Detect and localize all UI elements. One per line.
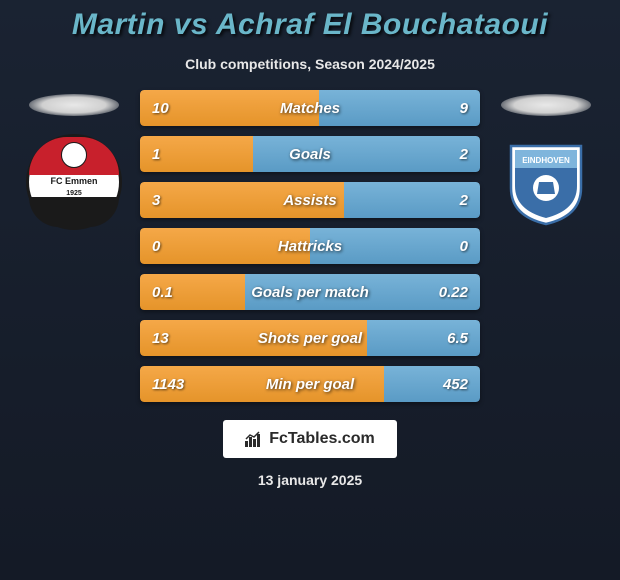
date-label: 13 january 2025 — [258, 472, 362, 488]
subtitle: Club competitions, Season 2024/2025 — [185, 56, 435, 72]
club-name-left: FC Emmen — [50, 176, 97, 186]
stat-row: 13 6.5 Shots per goal — [140, 320, 480, 356]
right-club-column: EINDHOVEN — [498, 90, 594, 230]
stat-value-right: 9 — [460, 100, 468, 117]
club-logo-left: FC Emmen 1925 — [26, 134, 122, 230]
stat-row: 1143 452 Min per goal — [140, 366, 480, 402]
club-year-left: 1925 — [66, 190, 82, 197]
shadow-ellipse-left — [29, 94, 119, 116]
stat-value-right: 2 — [460, 146, 468, 163]
stat-value-right: 452 — [443, 376, 468, 393]
stat-value-left: 0 — [152, 238, 160, 255]
shield-icon: EINDHOVEN — [505, 138, 587, 226]
stat-bar-right — [253, 136, 480, 172]
stat-label: Hattricks — [278, 238, 342, 255]
stat-value-left: 0.1 — [152, 284, 173, 301]
stat-value-right: 6.5 — [447, 330, 468, 347]
stat-label: Goals — [289, 146, 331, 163]
stat-value-left: 3 — [152, 192, 160, 209]
stat-label: Shots per goal — [258, 330, 362, 347]
stat-label: Matches — [280, 100, 340, 117]
stat-row: 0 0 Hattricks — [140, 228, 480, 264]
club-logo-right: EINDHOVEN — [498, 134, 594, 230]
stat-value-left: 1143 — [152, 376, 184, 393]
footer-brand-text: FcTables.com — [269, 430, 375, 448]
chart-icon — [245, 431, 263, 447]
stat-value-left: 1 — [152, 146, 160, 163]
stat-row: 0.1 0.22 Goals per match — [140, 274, 480, 310]
footer-brand-badge[interactable]: FcTables.com — [223, 420, 397, 458]
stat-value-right: 2 — [460, 192, 468, 209]
shadow-ellipse-right — [501, 94, 591, 116]
stat-label: Goals per match — [251, 284, 369, 301]
stat-value-left: 13 — [152, 330, 169, 347]
stat-label: Assists — [283, 192, 336, 209]
main-content: FC Emmen 1925 10 9 Matches 1 2 Goals 3 2 Assists… — [0, 90, 620, 402]
stat-value-left: 10 — [152, 100, 169, 117]
stat-row: 10 9 Matches — [140, 90, 480, 126]
svg-text:EINDHOVEN: EINDHOVEN — [522, 156, 570, 165]
page-title: Martin vs Achraf El Bouchataoui — [72, 8, 548, 42]
stats-column: 10 9 Matches 1 2 Goals 3 2 Assists 0 0 Hattricks 0.1… — [140, 90, 480, 402]
stat-value-right: 0.22 — [439, 284, 468, 301]
stat-row: 1 2 Goals — [140, 136, 480, 172]
stat-label: Min per goal — [266, 376, 354, 393]
stat-value-right: 0 — [460, 238, 468, 255]
stat-bar-right — [319, 90, 480, 126]
stat-row: 3 2 Assists — [140, 182, 480, 218]
comparison-infographic: Martin vs Achraf El Bouchataoui Club com… — [0, 0, 620, 580]
left-club-column: FC Emmen 1925 — [26, 90, 122, 230]
